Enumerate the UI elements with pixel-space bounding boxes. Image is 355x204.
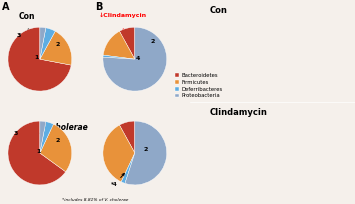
Text: *includes 8.81% of V. cholerae: *includes 8.81% of V. cholerae [62, 198, 128, 202]
Text: V. cholerae: V. cholerae [38, 123, 88, 132]
Text: Con: Con [19, 12, 36, 21]
Text: A: A [2, 2, 9, 12]
Text: Clindamycin: Clindamycin [210, 108, 268, 117]
Text: ↓Clindamycin: ↓Clindamycin [99, 12, 147, 18]
Text: ↓: ↓ [34, 126, 45, 136]
Legend: Bacteroidetes, Firmicutes, Deferribacteres, Proteobacteria: Bacteroidetes, Firmicutes, Deferribacter… [175, 73, 223, 99]
Text: B: B [95, 2, 102, 12]
Text: Con: Con [210, 6, 228, 15]
